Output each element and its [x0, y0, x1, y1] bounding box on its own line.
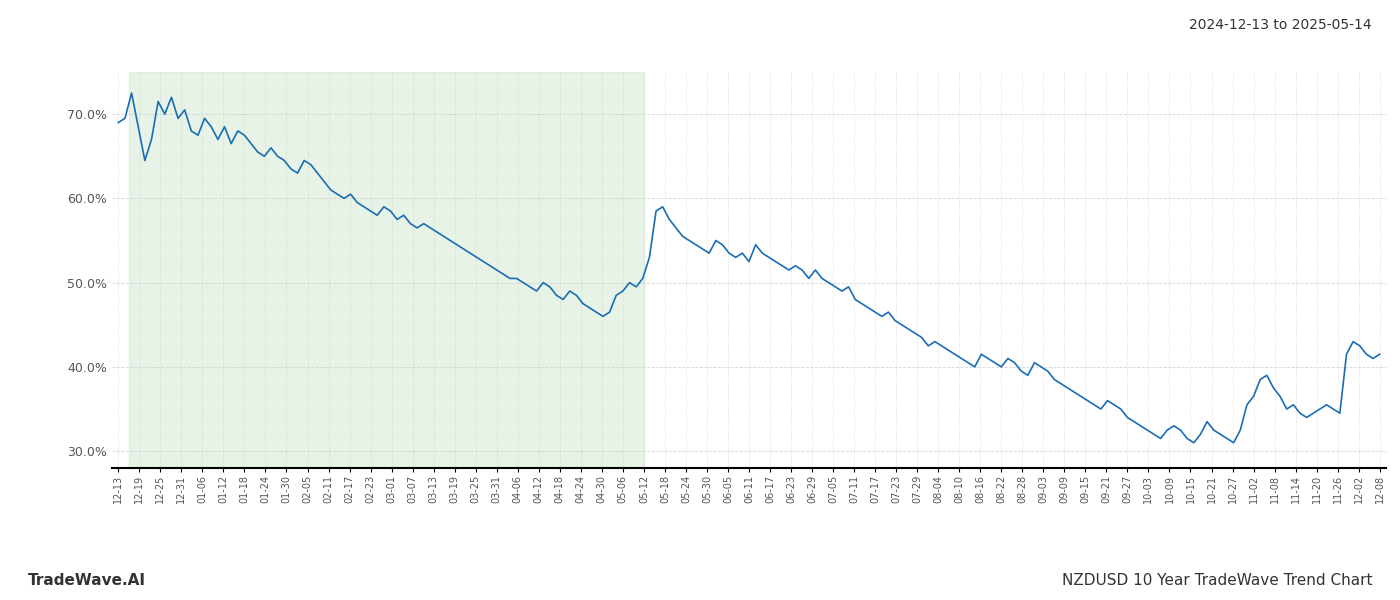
Text: TradeWave.AI: TradeWave.AI — [28, 573, 146, 588]
Text: NZDUSD 10 Year TradeWave Trend Chart: NZDUSD 10 Year TradeWave Trend Chart — [1061, 573, 1372, 588]
Text: 2024-12-13 to 2025-05-14: 2024-12-13 to 2025-05-14 — [1190, 18, 1372, 32]
Bar — [129, 72, 644, 468]
